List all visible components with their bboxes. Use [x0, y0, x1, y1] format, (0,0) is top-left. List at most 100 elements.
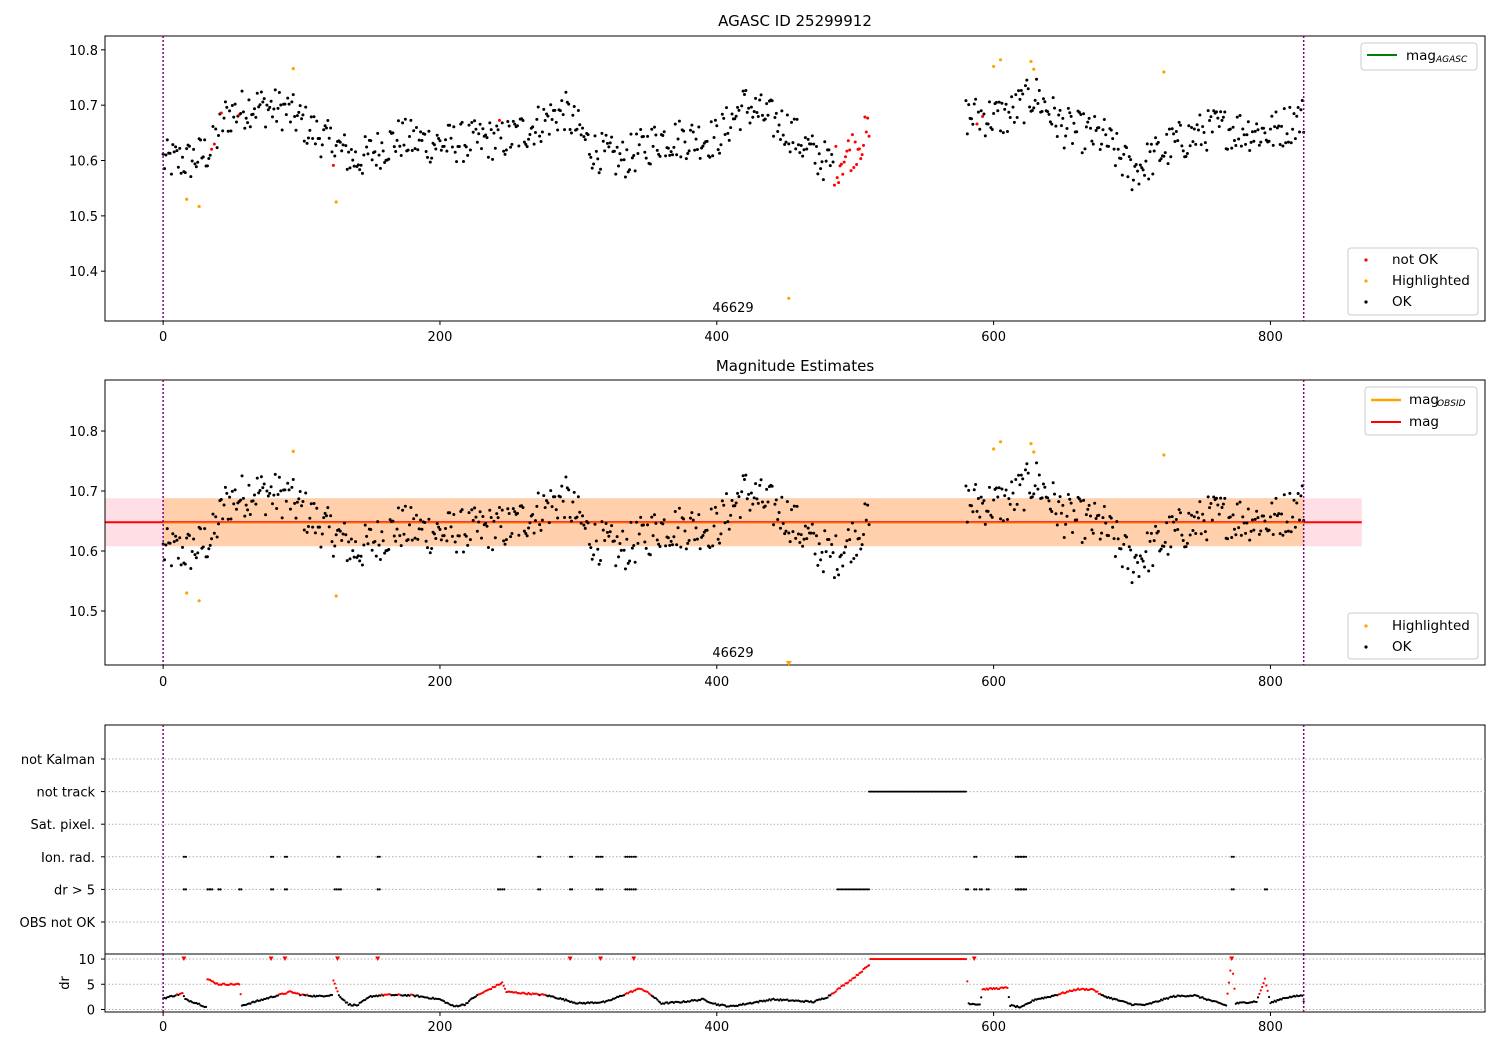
- not-ok-point: [866, 116, 870, 120]
- ok-point: [528, 521, 532, 525]
- ok-point: [510, 142, 514, 146]
- flag-point: [964, 790, 967, 793]
- ok-point: [294, 128, 298, 132]
- ok-point: [511, 507, 515, 511]
- ok-point: [866, 503, 870, 507]
- flag-point: [899, 790, 902, 793]
- ok-point: [358, 559, 362, 563]
- ok-point: [719, 532, 723, 536]
- ok-point: [489, 516, 493, 520]
- flag-point: [595, 855, 598, 858]
- highlighted-point: [197, 204, 201, 209]
- flag-point: [868, 790, 871, 793]
- ok-point: [581, 126, 585, 130]
- ok-point: [1256, 128, 1260, 132]
- ok-point: [1136, 561, 1140, 565]
- flag-point: [964, 888, 968, 891]
- ok-point: [823, 529, 827, 533]
- ok-point: [813, 161, 817, 165]
- ok-point: [622, 548, 626, 552]
- flag-point: [376, 855, 379, 858]
- ok-point: [229, 517, 233, 521]
- ok-point: [773, 115, 777, 119]
- ok-point: [391, 519, 395, 523]
- ok-point: [1080, 151, 1084, 155]
- ok-point: [190, 159, 194, 163]
- dr-point: [1110, 996, 1113, 999]
- ok-point: [1187, 124, 1191, 128]
- dr-point: [1256, 996, 1260, 999]
- ok-point: [362, 543, 366, 547]
- ok-point: [550, 118, 554, 122]
- ok-point: [983, 522, 987, 526]
- ok-point: [1083, 536, 1087, 540]
- ok-point: [320, 143, 324, 147]
- ok-point: [179, 563, 183, 567]
- ok-point: [545, 499, 549, 503]
- flag-point: [942, 790, 945, 793]
- flag-point: [570, 855, 574, 858]
- ok-point: [457, 534, 461, 538]
- ok-point: [992, 111, 996, 115]
- ok-point: [506, 507, 510, 511]
- ok-point: [254, 502, 258, 506]
- ok-point: [587, 542, 591, 546]
- flag-point: [975, 855, 978, 858]
- ok-point: [215, 535, 219, 539]
- ok-point: [688, 128, 692, 132]
- ok-point: [651, 144, 655, 148]
- ok-point: [748, 508, 752, 512]
- dr-ytick-label: 0: [87, 1003, 95, 1018]
- ok-point: [192, 147, 196, 151]
- ok-point: [324, 514, 328, 518]
- ok-point: [1238, 113, 1242, 117]
- ok-point: [1084, 513, 1088, 517]
- ok-point: [468, 538, 472, 542]
- flag-point: [1024, 855, 1028, 858]
- ok-point: [1054, 512, 1058, 516]
- dr-point-high: [834, 990, 837, 993]
- ok-point: [413, 536, 417, 540]
- ok-point: [1184, 545, 1188, 549]
- ok-point: [1094, 129, 1098, 133]
- ok-point: [362, 153, 366, 157]
- ok-point: [273, 472, 277, 476]
- ok-point: [1205, 148, 1209, 152]
- ok-point: [554, 508, 558, 512]
- ok-point: [1010, 95, 1014, 99]
- ok-point: [1169, 545, 1173, 549]
- ok-point: [697, 125, 701, 129]
- ok-point: [1255, 122, 1259, 126]
- ok-point: [247, 98, 251, 102]
- ok-point: [426, 155, 430, 159]
- offscale-marker: [785, 661, 792, 666]
- dr-point: [656, 998, 659, 1001]
- ok-point: [1003, 107, 1007, 111]
- dr-point: [826, 996, 829, 999]
- ok-point: [654, 133, 658, 137]
- dr-point: [348, 1002, 352, 1006]
- ok-point: [677, 506, 681, 510]
- dr-point-high: [499, 982, 502, 985]
- ok-point: [1120, 565, 1124, 569]
- ok-point: [763, 117, 767, 121]
- ok-point: [1061, 503, 1065, 507]
- flag-point: [927, 790, 930, 793]
- ok-point: [990, 515, 994, 519]
- ok-point: [722, 503, 726, 507]
- ok-point: [1057, 500, 1061, 504]
- ok-point: [352, 164, 356, 168]
- ok-point: [701, 144, 705, 148]
- ok-point: [568, 515, 572, 519]
- ok-point: [1230, 146, 1234, 150]
- ok-point: [575, 515, 579, 519]
- ok-point: [1141, 168, 1145, 172]
- ok-point: [538, 523, 542, 527]
- ok-point: [183, 171, 187, 175]
- ok-point: [417, 138, 421, 142]
- ok-point: [1159, 157, 1163, 161]
- ok-point: [1152, 149, 1156, 153]
- ok-point: [196, 551, 200, 555]
- ok-point: [165, 138, 169, 142]
- ok-point: [1136, 169, 1140, 173]
